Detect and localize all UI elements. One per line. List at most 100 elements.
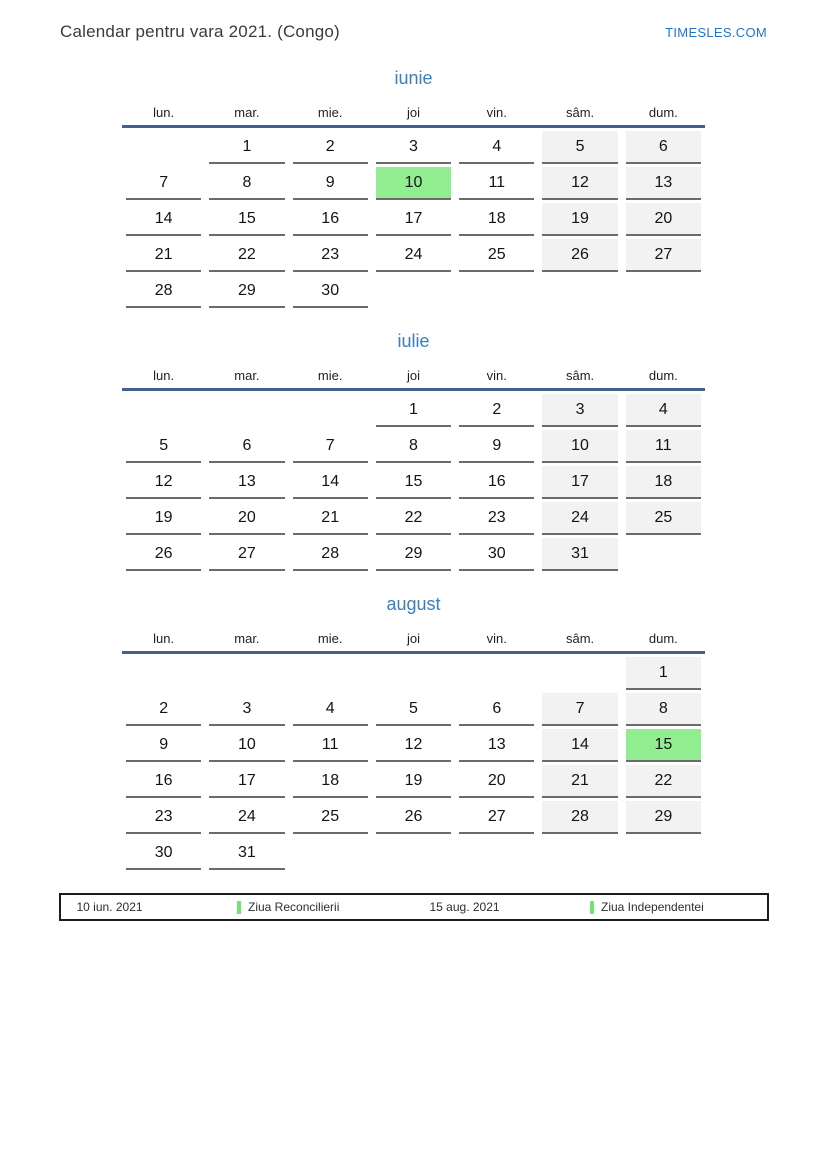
month-header-rule	[122, 651, 705, 654]
empty-day-cell	[459, 657, 534, 690]
day-cell: 6	[459, 693, 535, 726]
weekday-label: mar.	[234, 367, 260, 383]
holiday-marker	[237, 900, 241, 914]
day-cell: 10	[209, 729, 285, 762]
holiday-day-cell: 10	[375, 167, 452, 200]
day-cell: 13	[209, 466, 285, 499]
week-row: 21 22 23 24 25 26 27	[122, 236, 705, 272]
day-cell: 19	[126, 502, 202, 535]
day-cell: 19	[375, 765, 452, 798]
month-august: august lun. mar. mie. joi vin. sâm. dum. 1 2 3 4 5 6 7…	[122, 594, 705, 870]
empty-day-cell	[626, 837, 701, 870]
legend-box: 10 iun. 2021 Ziua Reconcilierii 15 aug. 20…	[58, 893, 769, 921]
holiday-marker	[590, 900, 594, 914]
legend-date: 10 iun. 2021	[76, 900, 143, 914]
month-iunie: iunie lun. mar. mie. joi vin. sâm. dum. 1 2 3 4 5 6 7 8…	[122, 68, 705, 308]
day-cell: 4	[625, 394, 701, 427]
brand-link[interactable]: TIMESLES.COM	[665, 25, 767, 40]
day-cell: 17	[375, 203, 452, 236]
empty-day-cell	[209, 657, 284, 690]
day-cell: 24	[375, 239, 452, 272]
day-cell: 31	[209, 837, 285, 870]
day-cell: 3	[209, 693, 285, 726]
day-cell: 15	[209, 203, 285, 236]
day-cell: 20	[209, 502, 285, 535]
day-cell: 14	[126, 203, 202, 236]
day-cell: 28	[542, 801, 618, 834]
day-cell: 15	[375, 466, 452, 499]
week-row: 14 15 16 17 18 19 20	[122, 200, 705, 236]
weekday-label: joi	[406, 367, 420, 383]
day-cell: 7	[292, 430, 368, 463]
weekday-label: mie.	[317, 367, 343, 383]
weekday-label: mie.	[317, 630, 343, 646]
day-cell: 14	[542, 729, 618, 762]
day-cell: 2	[459, 394, 535, 427]
day-cell: 22	[209, 239, 285, 272]
month-header-rule	[122, 125, 705, 128]
day-cell: 21	[542, 765, 618, 798]
day-cell: 8	[375, 430, 452, 463]
weekday-label: mar.	[234, 630, 260, 646]
empty-day-cell	[293, 394, 368, 427]
week-row: 19 20 21 22 23 24 25	[122, 499, 705, 535]
empty-day-cell	[626, 275, 701, 308]
day-cell: 24	[209, 801, 285, 834]
week-row: 9 10 11 12 13 14 15	[122, 726, 705, 762]
day-cell: 26	[126, 538, 202, 571]
day-cell: 18	[292, 765, 368, 798]
empty-day-cell	[376, 837, 451, 870]
legend-holiday-label: Ziua Independentei	[601, 900, 704, 914]
weekday-header-row: lun. mar. mie. joi vin. sâm. dum.	[122, 362, 705, 388]
day-cell: 28	[126, 275, 202, 308]
day-cell: 4	[459, 131, 535, 164]
empty-day-cell	[293, 837, 368, 870]
day-cell: 12	[126, 466, 202, 499]
weekday-label: dum.	[648, 104, 678, 120]
month-iulie: iulie lun. mar. mie. joi vin. sâm. dum. 1 2 3 4 5 6 7 8…	[122, 331, 705, 571]
day-cell: 1	[209, 131, 285, 164]
day-cell: 3	[375, 131, 452, 164]
day-cell: 23	[292, 239, 368, 272]
weekday-label: dum.	[648, 367, 678, 383]
week-row: 23 24 25 26 27 28 29	[122, 798, 705, 834]
day-cell: 26	[375, 801, 452, 834]
empty-day-cell	[126, 394, 201, 427]
day-cell: 30	[292, 275, 368, 308]
day-cell: 9	[292, 167, 368, 200]
empty-day-cell	[626, 538, 701, 571]
empty-day-cell	[126, 657, 201, 690]
day-cell: 25	[459, 239, 535, 272]
day-cell: 11	[292, 729, 368, 762]
weekday-label: lun.	[153, 367, 175, 383]
day-cell: 21	[292, 502, 368, 535]
empty-day-cell	[126, 131, 201, 164]
day-cell: 12	[375, 729, 452, 762]
page-title: Calendar pentru vara 2021. (Congo)	[60, 22, 340, 41]
day-cell: 31	[542, 538, 618, 571]
day-cell: 16	[292, 203, 368, 236]
day-cell: 6	[625, 131, 701, 164]
day-cell: 28	[292, 538, 368, 571]
day-cell: 27	[209, 538, 285, 571]
weekday-header-row: lun. mar. mie. joi vin. sâm. dum.	[122, 625, 705, 651]
month-header-rule	[122, 388, 705, 391]
empty-day-cell	[542, 837, 617, 870]
day-cell: 6	[209, 430, 285, 463]
day-cell: 18	[459, 203, 535, 236]
day-cell: 25	[292, 801, 368, 834]
day-cell: 11	[625, 430, 701, 463]
day-cell: 13	[625, 167, 701, 200]
day-cell: 5	[542, 131, 618, 164]
legend-date: 15 aug. 2021	[429, 900, 500, 914]
day-cell: 12	[542, 167, 618, 200]
week-row: 5 6 7 8 9 10 11	[122, 427, 705, 463]
empty-day-cell	[459, 275, 534, 308]
day-cell: 13	[459, 729, 535, 762]
legend-holiday-label: Ziua Reconcilierii	[248, 900, 340, 914]
holiday-day-cell: 15	[625, 729, 701, 762]
day-cell: 27	[625, 239, 701, 272]
week-row: 16 17 18 19 20 21 22	[122, 762, 705, 798]
